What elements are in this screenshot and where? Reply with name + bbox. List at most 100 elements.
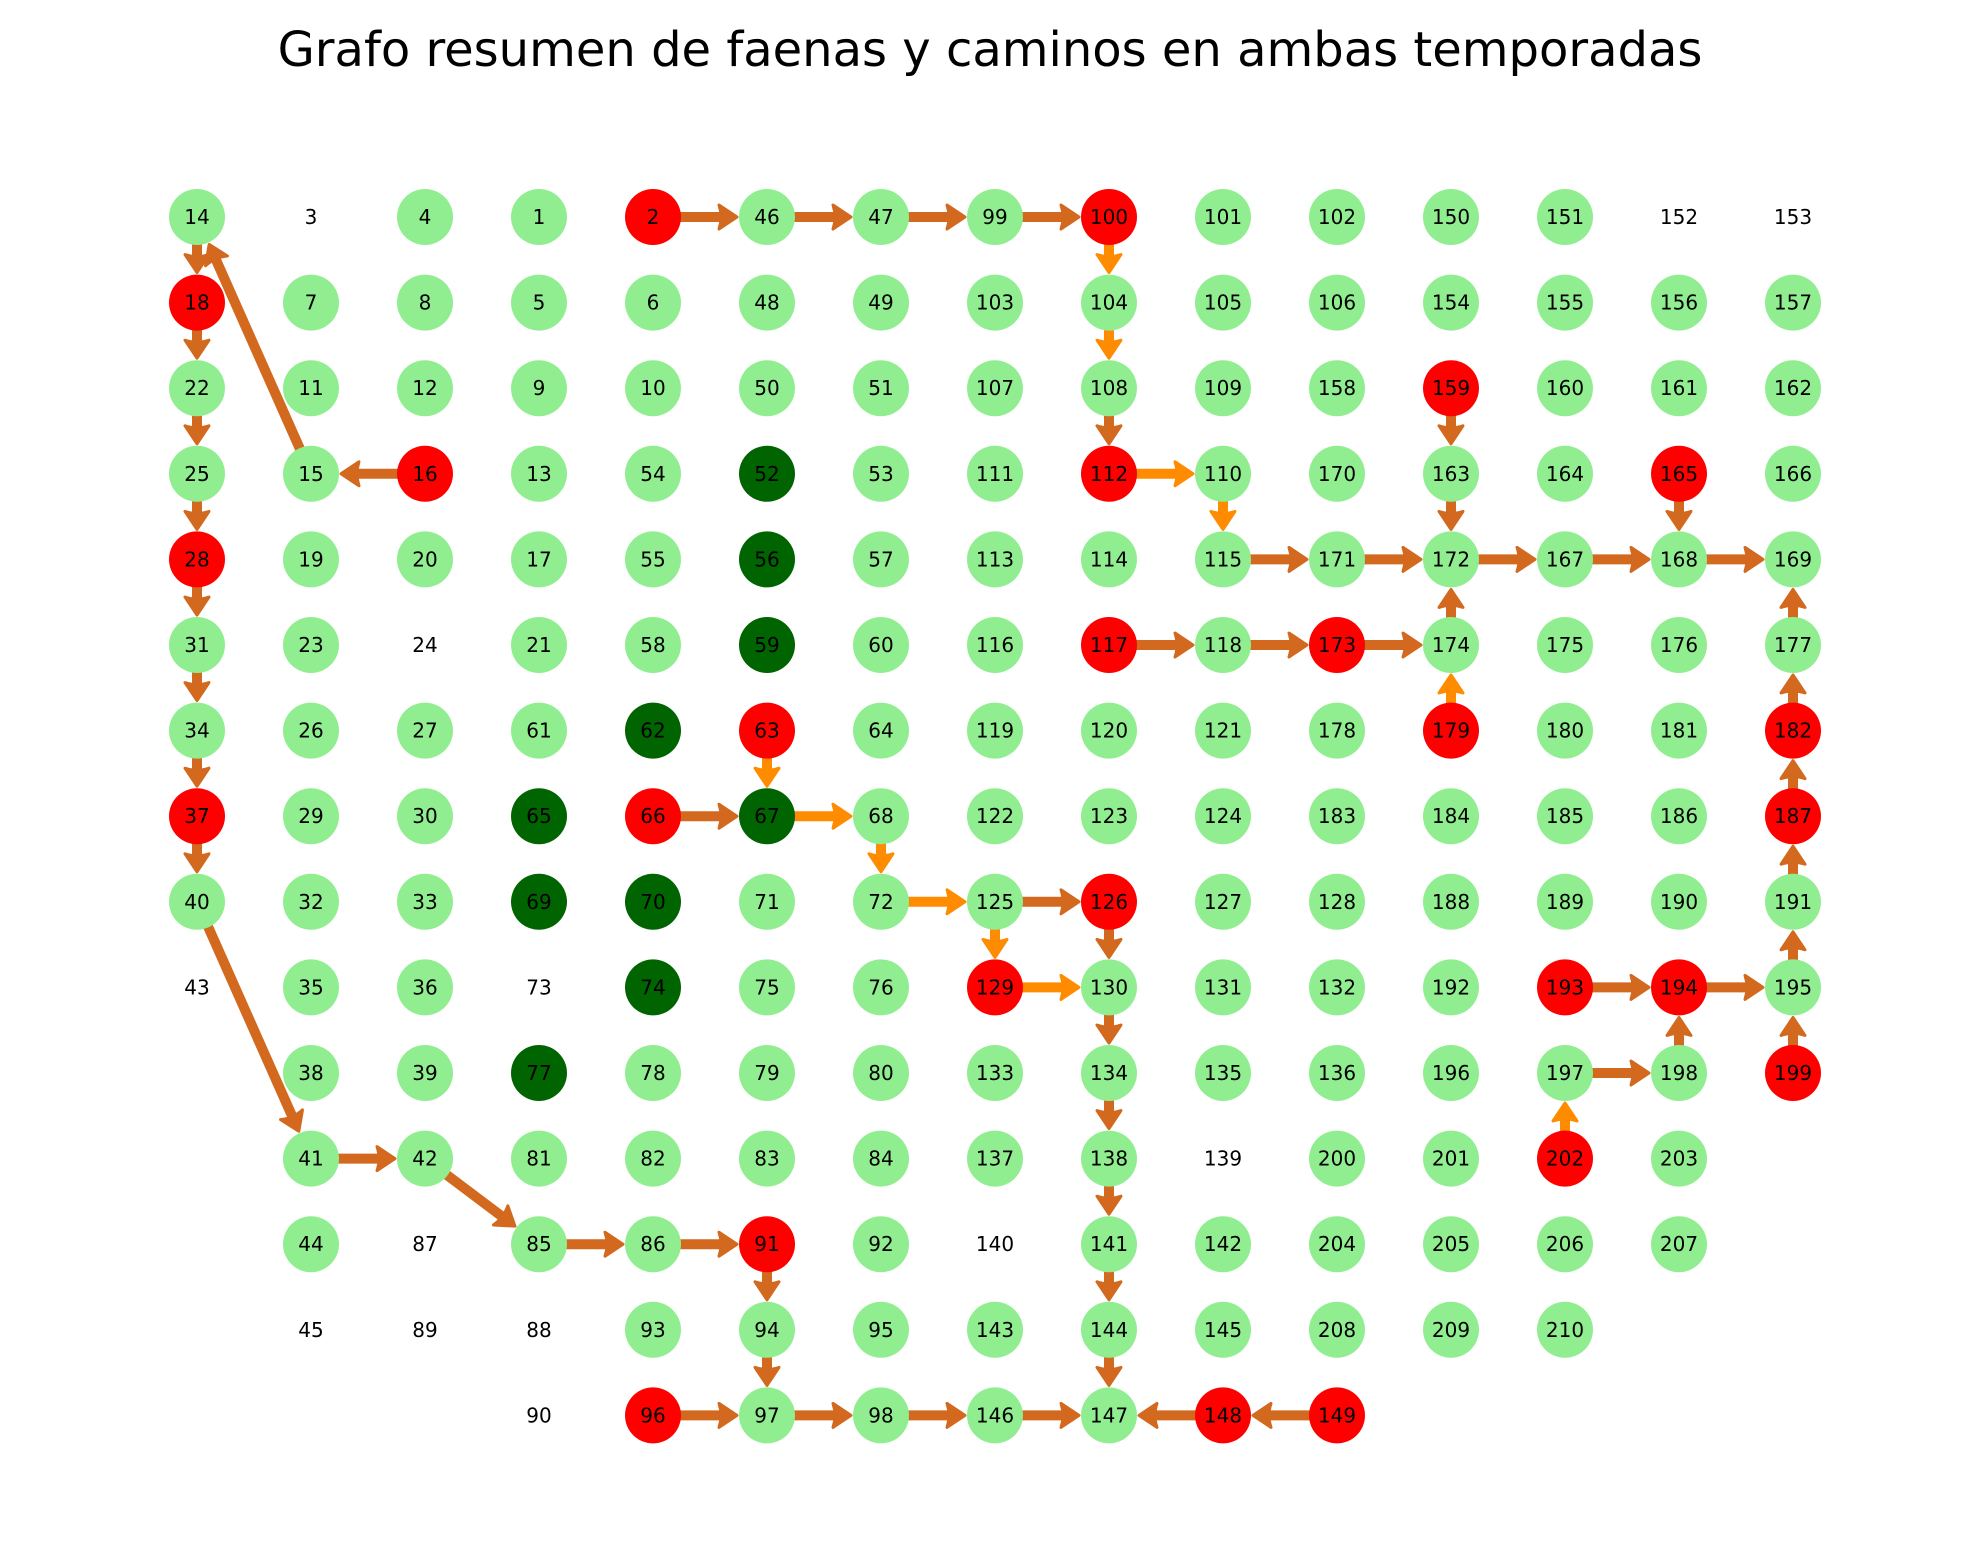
node-88: 88 [526,1318,551,1342]
node-circle [511,1216,567,1273]
node-label: 161 [1660,376,1698,400]
node-label: 186 [1660,804,1698,828]
node-circle [1195,1045,1251,1101]
node-122: 122 [967,788,1023,845]
node-label: 106 [1318,291,1356,315]
edge-arrowhead [1779,587,1807,609]
node-circle [1651,873,1707,930]
node-label: 209 [1432,1318,1470,1342]
node-circle [625,702,681,759]
node-label: 144 [1090,1318,1128,1342]
node-176: 176 [1651,617,1707,673]
edge-line [200,916,298,1122]
node-label: 163 [1432,462,1470,486]
node-label: 27 [412,719,437,743]
node-label: 109 [1204,376,1242,400]
node-label: 35 [298,975,323,999]
node-circle [283,360,339,417]
node-label: 69 [526,890,551,914]
node-circle [1195,873,1251,930]
node-circle [1309,274,1365,331]
node-143: 143 [967,1301,1023,1358]
node-circle [1081,189,1137,245]
node-label: 179 [1432,719,1470,743]
edge-arrowhead [1095,1365,1123,1387]
node-label: 131 [1204,975,1242,999]
node-106: 106 [1309,274,1365,331]
node-circle [967,445,1023,502]
node-circle [1537,873,1593,930]
node-14: 14 [169,189,225,245]
node-label: 207 [1660,1232,1698,1256]
node-label: 68 [868,804,893,828]
node-circle [967,617,1023,673]
node-label: 182 [1774,719,1812,743]
node-label: 30 [412,804,437,828]
node-209: 209 [1423,1301,1479,1358]
node-label: 132 [1318,975,1356,999]
node-112: 112 [1081,445,1137,502]
node-label: 50 [754,376,779,400]
node-label: 137 [976,1147,1014,1171]
node-19: 19 [283,531,339,588]
node-138: 138 [1081,1130,1137,1187]
node-label: 177 [1774,633,1812,657]
edge-arrowhead [1629,973,1651,1001]
node-circle [511,189,567,245]
edge-arrowhead [1779,930,1807,952]
node-label: 175 [1546,633,1584,657]
node-83: 83 [739,1130,795,1187]
node-118: 118 [1195,617,1251,673]
edge-arrowhead [183,424,211,446]
node-circle [1309,445,1365,502]
node-97: 97 [739,1387,795,1444]
node-circle [739,531,795,588]
node-circle [397,1045,453,1101]
node-circle [625,1301,681,1358]
node-circle [1195,617,1251,673]
node-label: 104 [1090,291,1128,315]
node-177: 177 [1765,617,1821,673]
node-circle [511,788,567,845]
node-136: 136 [1309,1045,1365,1101]
node-label: 33 [412,890,437,914]
node-label: 85 [526,1232,551,1256]
node-circle [397,360,453,417]
node-label: 56 [754,547,779,571]
node-188: 188 [1423,873,1479,930]
node-label: 34 [184,719,209,743]
node-circle [397,189,453,245]
node-label: 152 [1660,205,1698,229]
node-54: 54 [625,445,681,502]
node-label: 89 [412,1318,437,1342]
node-label: 64 [868,719,893,743]
node-label: 196 [1432,1061,1470,1085]
node-89: 89 [412,1318,437,1342]
node-circle [739,788,795,845]
node-label: 21 [526,633,551,657]
node-87: 87 [412,1232,437,1256]
node-40: 40 [169,873,225,930]
node-label: 164 [1546,462,1584,486]
node-2: 2 [625,189,681,245]
node-circle [1423,1216,1479,1273]
node-194: 194 [1651,959,1707,1016]
node-206: 206 [1537,1216,1593,1273]
node-circle [1537,360,1593,417]
node-label: 49 [868,291,893,315]
node-74: 74 [625,959,681,1016]
node-label: 167 [1546,547,1584,571]
edge-arrowhead [753,1365,781,1387]
node-128: 128 [1309,873,1365,930]
node-72: 72 [853,873,909,930]
node-label: 117 [1090,633,1128,657]
node-circle [283,274,339,331]
node-label: 124 [1204,804,1242,828]
node-29: 29 [283,788,339,845]
node-circle [1651,531,1707,588]
node-label: 48 [754,291,779,315]
node-label: 72 [868,890,893,914]
node-label: 210 [1546,1318,1584,1342]
node-label: 53 [868,462,893,486]
